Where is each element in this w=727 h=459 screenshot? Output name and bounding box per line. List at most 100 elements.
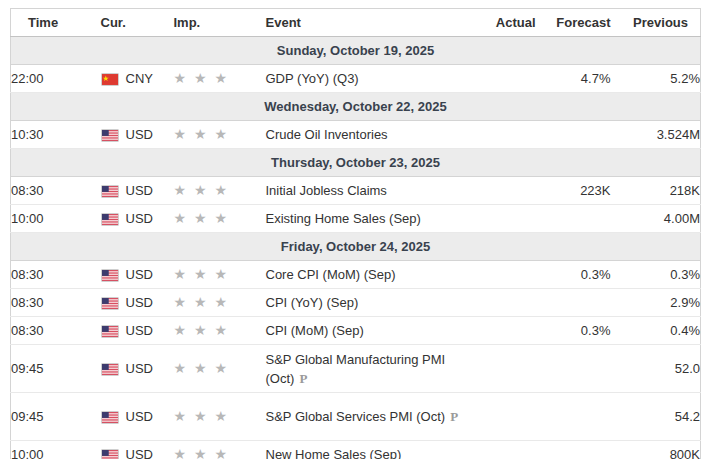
preliminary-icon: P — [450, 409, 458, 424]
event-currency-cell: USD — [101, 121, 174, 149]
event-forecast: 4.7% — [536, 65, 611, 93]
event-name-cell: Crude Oil Inventories — [266, 121, 481, 149]
event-currency-cell: USD — [101, 261, 174, 289]
event-forecast: 0.3% — [536, 261, 611, 289]
event-importance-cell: ★ ★ ★ — [174, 317, 266, 345]
calendar-body: Sunday, October 19, 202522:00CNY★ ★ ★GDP… — [11, 37, 701, 459]
event-time: 10:00 — [11, 441, 101, 459]
calendar-header: Time Cur. Imp. Event Actual Forecast Pre… — [11, 9, 701, 37]
event-importance-cell: ★ ★ ★ — [174, 345, 266, 393]
currency-code: CNY — [126, 72, 153, 87]
event-currency-cell: USD — [101, 393, 174, 441]
event-actual — [481, 393, 536, 441]
importance-stars-icon: ★ ★ ★ — [174, 294, 229, 310]
event-link[interactable]: S&P Global Manufacturing PMI (Oct) — [266, 352, 446, 386]
event-importance-cell: ★ ★ ★ — [174, 261, 266, 289]
date-row: Wednesday, October 22, 2025 — [11, 93, 701, 121]
column-header-importance: Imp. — [174, 9, 266, 37]
event-row: 10:30USD★ ★ ★ Crude Oil Inventories 3.524M — [11, 121, 701, 149]
currency-code: USD — [126, 268, 153, 283]
currency-code: USD — [126, 410, 153, 425]
date-row: Thursday, October 23, 2025 — [11, 149, 701, 177]
event-row: 10:00 USD ★ ★ ★New Home Sales (Sep) 800K — [11, 441, 701, 459]
event-previous: 800K — [611, 441, 701, 459]
event-row: 10:00USD★ ★ ★Existing Home Sales (Sep)4.… — [11, 205, 701, 233]
importance-stars-icon: ★ ★ ★ — [174, 70, 229, 86]
flag-icon-us — [101, 129, 119, 142]
importance-stars-icon: ★ ★ ★ — [174, 126, 229, 142]
event-previous: 5.2% — [611, 65, 701, 93]
event-currency-cell: USD — [101, 441, 174, 459]
event-actual — [481, 205, 536, 233]
event-time: 08:30 — [11, 261, 101, 289]
event-previous: 218K — [611, 177, 701, 205]
event-link[interactable]: Core CPI (MoM) (Sep) — [266, 267, 396, 282]
event-link[interactable]: Crude Oil Inventories — [266, 127, 388, 142]
event-importance-cell: ★ ★ ★ — [174, 121, 266, 149]
event-row: 08:30USD★ ★ ★Initial Jobless Claims223K2… — [11, 177, 701, 205]
event-actual — [481, 289, 536, 317]
date-label: Friday, October 24, 2025 — [11, 233, 701, 261]
flag-icon-us — [101, 185, 119, 198]
event-row: 08:30USD★ ★ ★CPI (MoM) (Sep)0.3%0.4% — [11, 317, 701, 345]
economic-calendar: Time Cur. Imp. Event Actual Forecast Pre… — [10, 8, 700, 459]
event-currency-cell: USD — [101, 289, 174, 317]
event-link[interactable]: CPI (MoM) (Sep) — [266, 323, 364, 338]
event-time: 09:45 — [11, 345, 101, 393]
event-previous: 54.2 — [611, 393, 701, 441]
date-label: Wednesday, October 22, 2025 — [11, 93, 701, 121]
event-actual — [481, 317, 536, 345]
event-link[interactable]: Existing Home Sales (Sep) — [266, 211, 421, 226]
column-header-previous: Previous — [611, 9, 701, 37]
event-link[interactable]: CPI (YoY) (Sep) — [266, 295, 359, 310]
event-previous: 2.9% — [611, 289, 701, 317]
importance-stars-icon: ★ ★ ★ — [174, 360, 229, 376]
event-importance-cell: ★ ★ ★ — [174, 205, 266, 233]
event-time: 08:30 — [11, 289, 101, 317]
event-currency-cell: USD — [101, 317, 174, 345]
event-importance-cell: ★ ★ ★ — [174, 289, 266, 317]
event-link[interactable]: S&P Global Services PMI (Oct) — [266, 409, 446, 424]
event-importance-cell: ★ ★ ★ — [174, 177, 266, 205]
event-time: 10:30 — [11, 121, 101, 149]
column-header-time: Time — [11, 9, 101, 37]
event-forecast — [536, 393, 611, 441]
event-name-cell: Initial Jobless Claims — [266, 177, 481, 205]
event-actual — [481, 65, 536, 93]
event-forecast: 223K — [536, 177, 611, 205]
event-importance-cell: ★ ★ ★ — [174, 393, 266, 441]
event-time: 10:00 — [11, 205, 101, 233]
event-importance-cell: ★ ★ ★ — [174, 441, 266, 459]
event-name-cell: CPI (YoY) (Sep) — [266, 289, 481, 317]
date-row: Friday, October 24, 2025 — [11, 233, 701, 261]
currency-code: USD — [126, 184, 153, 199]
currency-code: USD — [126, 324, 153, 339]
event-row: 09:45USD★ ★ ★S&P Global Services PMI (Oc… — [11, 393, 701, 441]
event-currency-cell: CNY — [101, 65, 174, 93]
event-currency-cell: USD — [101, 345, 174, 393]
event-previous: 0.3% — [611, 261, 701, 289]
economic-calendar-table: Time Cur. Imp. Event Actual Forecast Pre… — [10, 8, 701, 459]
event-row: 09:45 USD ★ ★ ★ S&P Global Manufacturing PM… — [11, 345, 701, 393]
event-currency-cell: USD — [101, 177, 174, 205]
event-time: 22:00 — [11, 65, 101, 93]
event-link[interactable]: New Home Sales (Sep) — [266, 447, 402, 459]
event-row: 08:30 USD ★ ★ ★Core CPI (MoM) (Sep) 0.3%0.3… — [11, 261, 701, 289]
currency-code: USD — [126, 296, 153, 311]
flag-icon-cn — [101, 73, 119, 86]
event-row: 08:30 USD ★ ★ ★ CPI (YoY) (Sep) 2.9% — [11, 289, 701, 317]
currency-code: USD — [126, 362, 153, 377]
flag-icon-us — [101, 449, 119, 459]
event-link[interactable]: Initial Jobless Claims — [266, 183, 387, 198]
importance-stars-icon: ★ ★ ★ — [174, 322, 229, 338]
event-name-cell: Core CPI (MoM) (Sep) — [266, 261, 481, 289]
event-forecast — [536, 205, 611, 233]
event-link[interactable]: GDP (YoY) (Q3) — [266, 71, 359, 86]
event-name-cell: CPI (MoM) (Sep) — [266, 317, 481, 345]
event-previous: 3.524M — [611, 121, 701, 149]
event-currency-cell: USD — [101, 205, 174, 233]
currency-code: USD — [126, 448, 153, 459]
column-header-event: Event — [266, 9, 481, 37]
preliminary-icon: P — [299, 371, 307, 386]
currency-code: USD — [126, 212, 153, 227]
